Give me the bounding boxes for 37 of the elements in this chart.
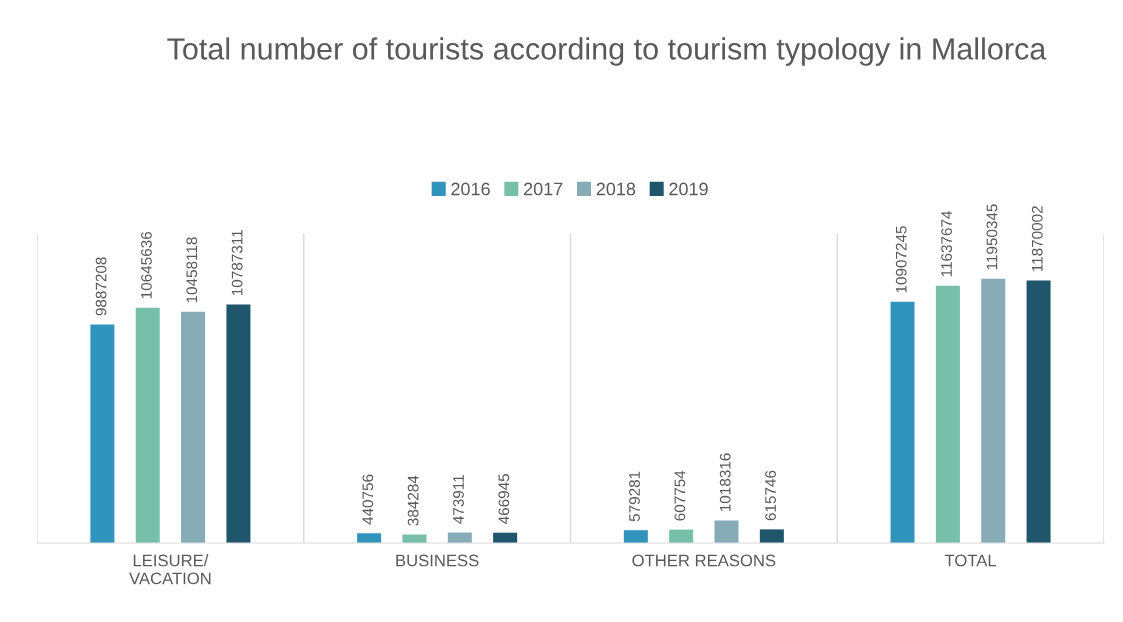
bar (714, 520, 739, 544)
data-label: 607754 (674, 470, 686, 521)
data-label: 10787311 (231, 230, 243, 295)
data-label: 9887208 (95, 257, 107, 316)
data-label: 440756 (362, 474, 374, 525)
data-label: 10645636 (141, 232, 152, 299)
legend-label: 2019 (669, 182, 708, 196)
bar (623, 530, 648, 544)
x-tick-label: BUSINESS (396, 554, 479, 567)
chart-title: Total number of tourists according to tourism typology in Mallorca (167, 37, 1047, 66)
bar (181, 311, 206, 544)
data-label: 384284 (407, 475, 419, 526)
x-tick-label: OTHER REASONS (632, 554, 776, 567)
bar (759, 529, 784, 544)
bar (90, 324, 115, 544)
data-label: 11870002 (1031, 206, 1043, 272)
x-tick-label: TOTAL (944, 554, 997, 567)
bar (226, 304, 251, 544)
data-label: 11950345 (986, 204, 998, 270)
data-label: 615746 (765, 470, 776, 521)
bar (1026, 280, 1051, 544)
legend-label: 2018 (596, 182, 636, 196)
bar (890, 301, 915, 544)
data-label: 11637674 (941, 210, 952, 277)
legend-label: 2016 (451, 182, 490, 196)
bar (935, 285, 960, 544)
data-label: 1018316 (719, 453, 731, 511)
bar (981, 278, 1006, 544)
x-tick-label: LEISURE/ VACATION (129, 554, 211, 585)
data-label: 579281 (629, 471, 640, 522)
data-label: 466945 (498, 474, 510, 524)
bar (357, 533, 382, 544)
legend-label: 2017 (524, 182, 563, 196)
data-label: 10907245 (895, 226, 907, 293)
data-label: 10458118 (186, 237, 198, 303)
bar (135, 307, 160, 544)
data-label: 473911 (453, 475, 464, 524)
